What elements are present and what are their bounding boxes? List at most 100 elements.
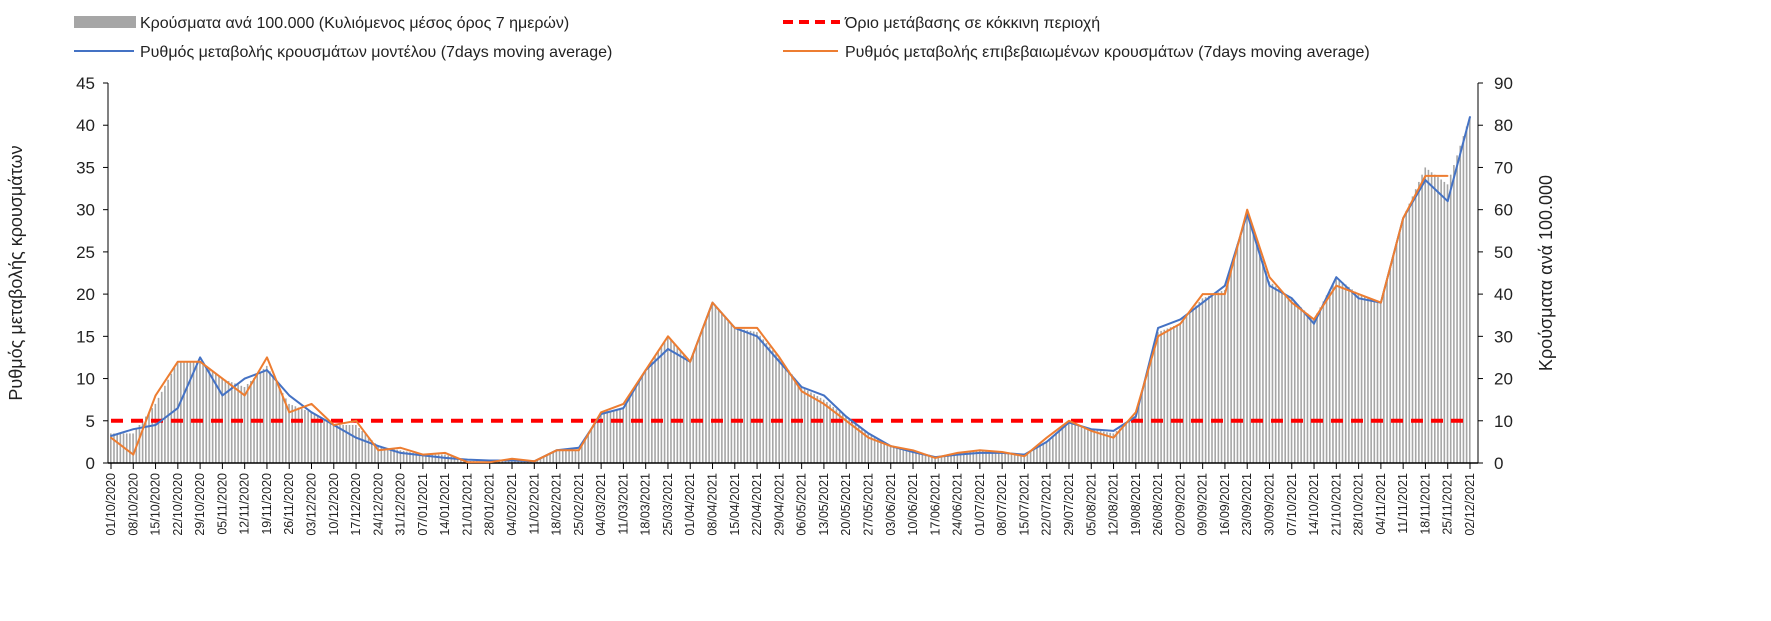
bar	[1074, 423, 1076, 463]
confirmed-point	[912, 449, 914, 452]
model-point	[823, 394, 825, 397]
confirmed-point	[845, 419, 847, 422]
bar	[1010, 453, 1013, 463]
bar	[199, 361, 201, 463]
x-tick-label: 18/03/2021	[639, 473, 653, 536]
bar	[259, 371, 262, 463]
bar	[587, 434, 590, 463]
x-tick-label: 20/05/2021	[839, 473, 853, 536]
x-tick-label: 19/11/2020	[260, 473, 274, 535]
bar	[603, 411, 605, 463]
x-tick-label: 23/09/2021	[1240, 473, 1254, 536]
bar	[816, 396, 819, 463]
bar	[746, 330, 749, 463]
bar	[116, 433, 118, 463]
bar	[167, 379, 169, 463]
bar	[1032, 449, 1035, 463]
bar	[1338, 279, 1341, 463]
bar	[1395, 242, 1398, 463]
bar	[129, 433, 131, 463]
model-point	[221, 394, 224, 397]
bar	[1052, 435, 1054, 463]
bar	[756, 332, 758, 463]
bar	[374, 443, 376, 463]
bar	[215, 373, 217, 463]
bar	[1192, 309, 1194, 463]
bar	[647, 365, 650, 463]
bar	[581, 444, 583, 463]
confirmed-point	[132, 453, 135, 456]
bar	[453, 457, 456, 463]
bar	[1316, 313, 1318, 463]
x-tick-label: 02/12/2021	[1463, 473, 1477, 536]
x-tick-label: 04/02/2021	[505, 473, 519, 536]
bar	[542, 456, 545, 463]
bar	[1465, 126, 1468, 463]
bar	[1383, 290, 1385, 463]
bar	[1176, 324, 1178, 463]
bar	[1243, 221, 1245, 463]
bar	[460, 459, 462, 463]
bar	[243, 387, 246, 463]
bar	[1360, 295, 1363, 463]
bar	[609, 410, 612, 463]
model-point	[1446, 200, 1449, 203]
bar	[313, 414, 316, 463]
x-tick-label: 10/06/2021	[906, 473, 920, 536]
bar	[304, 409, 306, 463]
bar	[1204, 297, 1207, 463]
bar	[437, 454, 440, 463]
model-point	[667, 348, 669, 350]
bar	[730, 324, 733, 463]
bar	[1153, 344, 1156, 463]
bar	[1271, 283, 1274, 463]
model-point	[1268, 284, 1271, 287]
bar	[536, 459, 539, 463]
confirmed-point	[667, 335, 669, 338]
bar	[205, 366, 208, 463]
confirmed-point	[934, 457, 937, 459]
bar	[765, 342, 768, 463]
x-tick-label: 17/12/2020	[349, 473, 363, 536]
model-point	[1179, 318, 1182, 321]
bar	[606, 411, 609, 463]
bar	[762, 339, 765, 463]
bar	[985, 450, 987, 463]
confirmed-point	[1045, 436, 1048, 439]
confirmed-point	[154, 394, 157, 397]
bar	[1020, 454, 1022, 463]
bar	[873, 437, 876, 463]
bar	[265, 365, 268, 463]
bar	[724, 317, 726, 463]
bar	[600, 412, 602, 463]
bar	[1469, 116, 1471, 464]
bar	[1411, 196, 1414, 463]
x-tick-label: 24/06/2021	[951, 473, 965, 536]
bar	[867, 433, 870, 463]
bar	[1309, 316, 1312, 463]
bar	[250, 380, 252, 463]
bar	[1297, 304, 1299, 463]
bar	[708, 311, 710, 463]
bar	[1462, 136, 1465, 464]
bar	[781, 361, 784, 463]
legend-label-threshold: Όριο μετάβασης σε κόκκινη περιοχή	[844, 15, 1100, 32]
x-tick-label: 25/02/2021	[572, 473, 586, 536]
bar	[1357, 294, 1360, 463]
bar	[1147, 368, 1150, 463]
bar	[692, 353, 695, 463]
bar	[405, 451, 408, 463]
confirmed-point	[689, 360, 692, 363]
y-tick-label-right: 30	[1494, 327, 1513, 346]
bar	[288, 403, 290, 463]
bar	[1150, 356, 1153, 463]
bar	[807, 390, 809, 463]
x-tick-label: 03/06/2021	[884, 473, 898, 536]
bar	[915, 451, 917, 463]
bar	[558, 450, 561, 463]
bar	[1118, 428, 1121, 463]
bar	[323, 419, 325, 463]
bar	[959, 452, 962, 463]
bar	[447, 455, 449, 463]
bar	[141, 420, 144, 463]
